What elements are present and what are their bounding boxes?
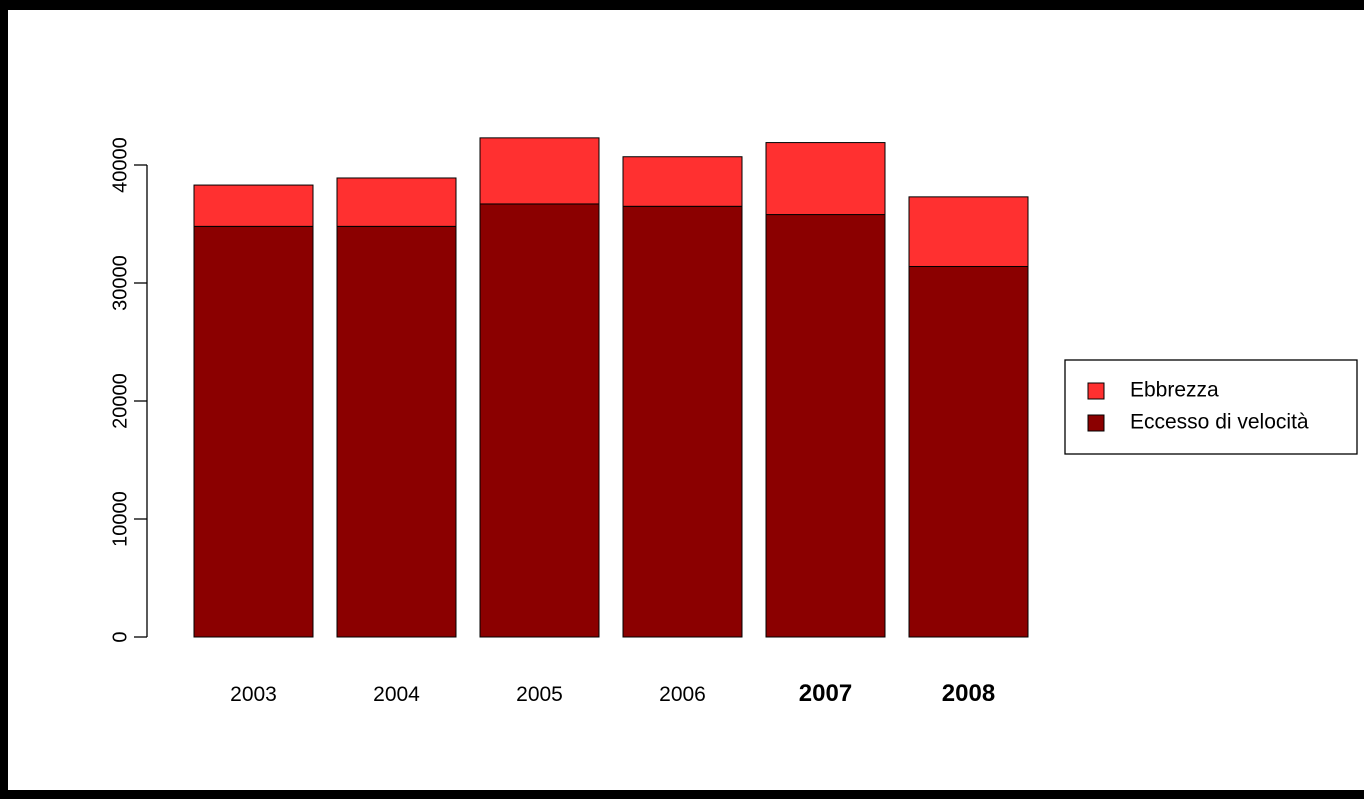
bar-segment-eccesso-2007 — [765, 214, 886, 638]
bar-segment-ebbrezza-2004 — [336, 177, 457, 227]
bar-segment-ebbrezza-2005 — [479, 137, 600, 205]
bar-segment-eccesso-2006 — [622, 205, 743, 638]
y-axis: 0 10000 20000 30000 40000 — [109, 137, 148, 643]
x-tick-label: 2006 — [659, 683, 706, 706]
x-axis-labels: 2003 2004 2005 2006 2007 2008 — [230, 680, 995, 707]
bar-segment-ebbrezza-2006 — [622, 156, 743, 207]
bars-group — [193, 137, 1029, 638]
legend-swatch — [1087, 382, 1105, 400]
y-tick-label: 30000 — [109, 255, 131, 311]
x-tick-label: 2004 — [373, 683, 420, 706]
bar-segment-ebbrezza-2007 — [765, 142, 886, 216]
x-tick-label: 2007 — [799, 680, 852, 707]
legend-box — [1064, 359, 1358, 455]
x-tick-label: 2005 — [516, 683, 563, 706]
x-tick-label: 2008 — [942, 680, 995, 707]
top-border — [0, 0, 1364, 10]
legend: Ebbrezza Eccesso di velocità — [1064, 359, 1358, 455]
legend-label: Ebbrezza — [1130, 379, 1219, 402]
bar-segment-eccesso-2004 — [336, 225, 457, 638]
y-tick-label: 20000 — [109, 373, 131, 429]
legend-label: Eccesso di velocità — [1130, 411, 1309, 434]
y-tick-label: 40000 — [109, 137, 131, 193]
legend-swatch — [1087, 414, 1105, 432]
bar-segment-eccesso-2005 — [479, 203, 600, 638]
left-border — [0, 0, 8, 799]
x-tick-label: 2003 — [230, 683, 277, 706]
bar-segment-eccesso-2003 — [193, 225, 314, 638]
bar-segment-ebbrezza-2003 — [193, 184, 314, 227]
y-tick-label: 10000 — [109, 491, 131, 547]
bar-segment-ebbrezza-2008 — [908, 196, 1029, 267]
bar-segment-eccesso-2008 — [908, 265, 1029, 638]
y-tick-label: 0 — [109, 631, 131, 642]
